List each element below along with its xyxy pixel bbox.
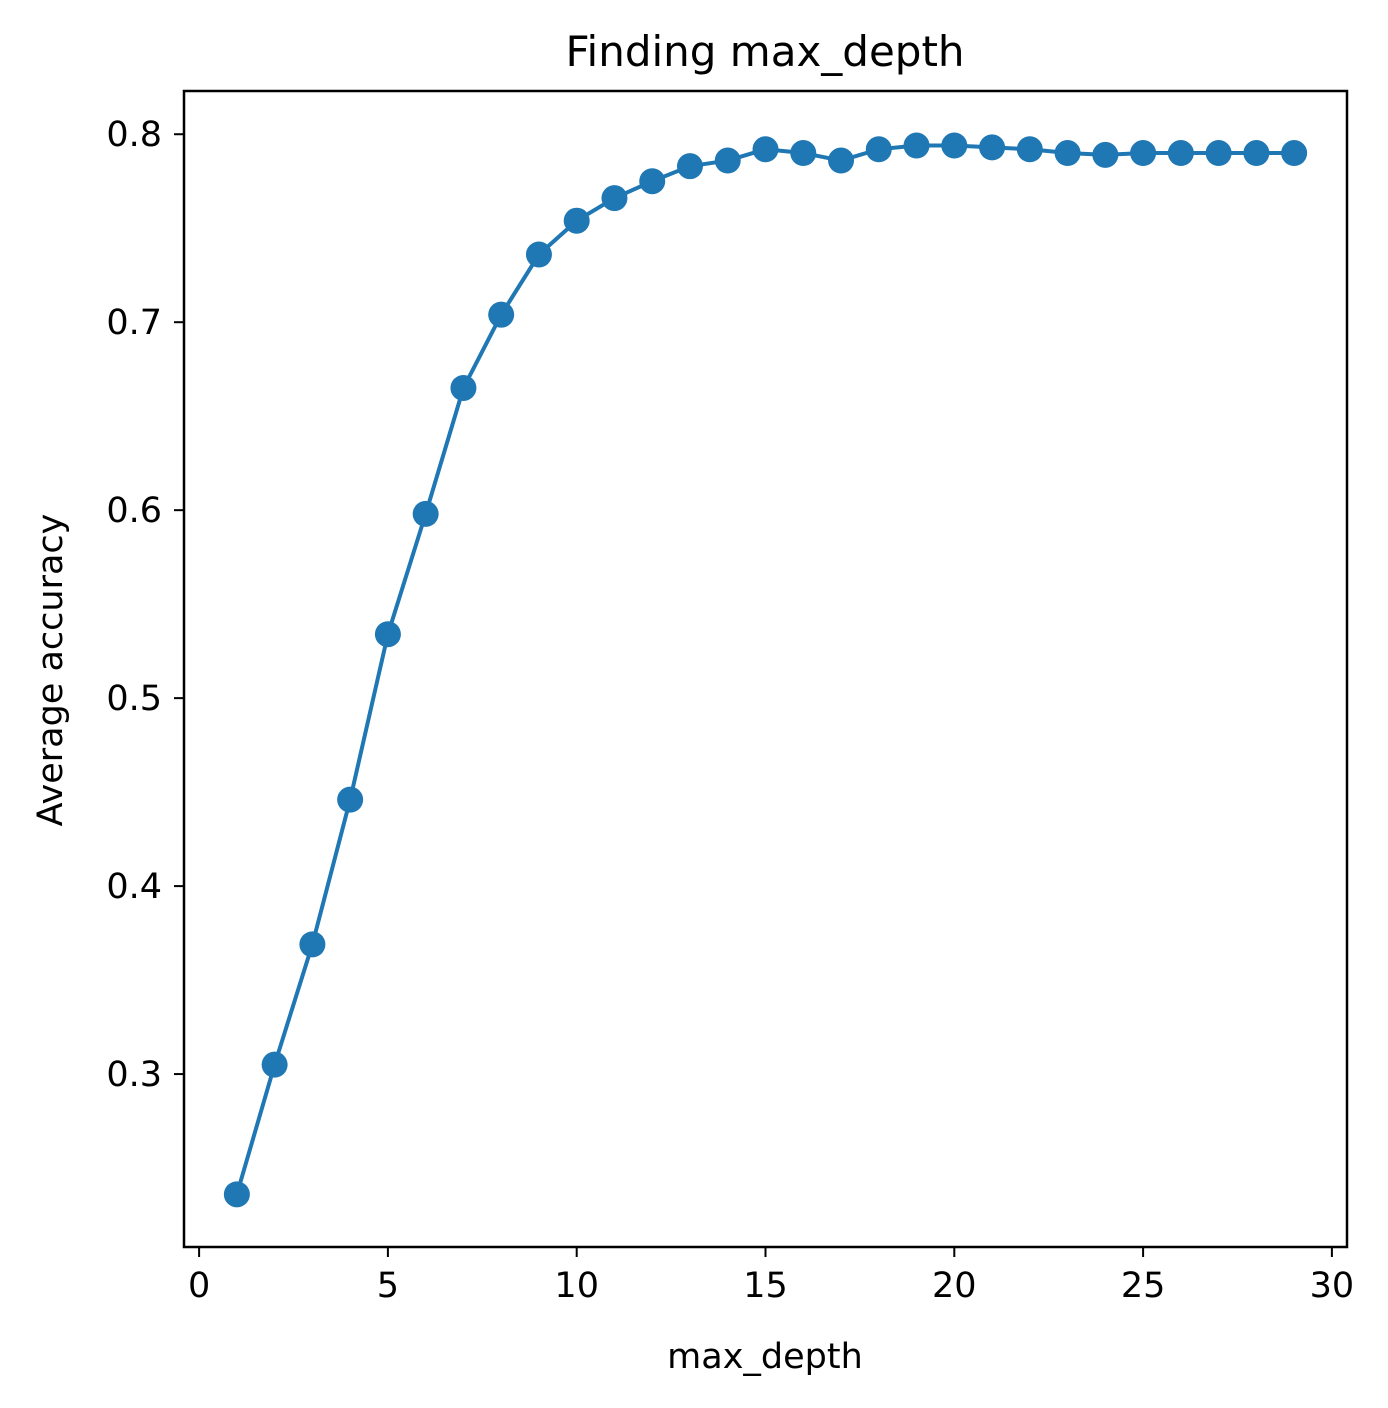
data-point: [1243, 140, 1270, 167]
data-point: [1281, 140, 1308, 167]
x-tick-label: 25: [1121, 1266, 1166, 1306]
x-tick-label: 10: [554, 1266, 599, 1306]
axes-frame: [182, 89, 1349, 1249]
y-tick-label: 0.5: [106, 679, 162, 719]
x-tick-label: 15: [743, 1266, 788, 1306]
x-tick-label: 0: [188, 1266, 210, 1306]
data-point: [412, 500, 439, 527]
data-point: [1130, 140, 1157, 167]
data-point: [1016, 136, 1043, 163]
x-tick-label: 20: [932, 1266, 977, 1306]
data-point: [261, 1051, 288, 1078]
data-point: [488, 301, 515, 328]
data-point: [525, 241, 552, 268]
data-point: [374, 621, 401, 648]
data-point: [941, 132, 968, 159]
data-point: [865, 136, 892, 163]
y-tick-label: 0.3: [106, 1055, 162, 1095]
data-point: [828, 147, 855, 174]
data-point: [714, 147, 741, 174]
x-tick-label: 30: [1310, 1266, 1355, 1306]
data-point: [1205, 140, 1232, 167]
data-point: [979, 134, 1006, 161]
data-point: [752, 136, 779, 163]
data-point: [223, 1181, 250, 1208]
data-point: [639, 168, 666, 195]
data-point: [1092, 141, 1119, 168]
y-tick-label: 0.8: [106, 115, 162, 155]
y-axis-label: Average accuracy: [31, 514, 71, 827]
data-point: [790, 140, 817, 167]
data-point: [676, 153, 703, 180]
x-tick-label: 5: [377, 1266, 399, 1306]
data-point: [299, 931, 326, 958]
y-tick-label: 0.6: [106, 491, 162, 531]
x-axis-label: max_depth: [667, 1337, 863, 1377]
y-tick-label: 0.4: [106, 867, 162, 907]
data-point: [450, 374, 477, 401]
data-point: [903, 132, 930, 159]
y-tick-label: 0.7: [106, 303, 162, 343]
data-point: [1054, 140, 1081, 167]
data-point: [601, 185, 628, 212]
data-point: [337, 786, 364, 813]
data-point: [563, 207, 590, 234]
plot-area: 0 5 10 15 20 25 30 0.3 0.4 0.5 0.6 0.7 0.8: [106, 89, 1355, 1306]
data-point: [1167, 140, 1194, 167]
chart-title: Finding max_depth: [565, 27, 964, 76]
